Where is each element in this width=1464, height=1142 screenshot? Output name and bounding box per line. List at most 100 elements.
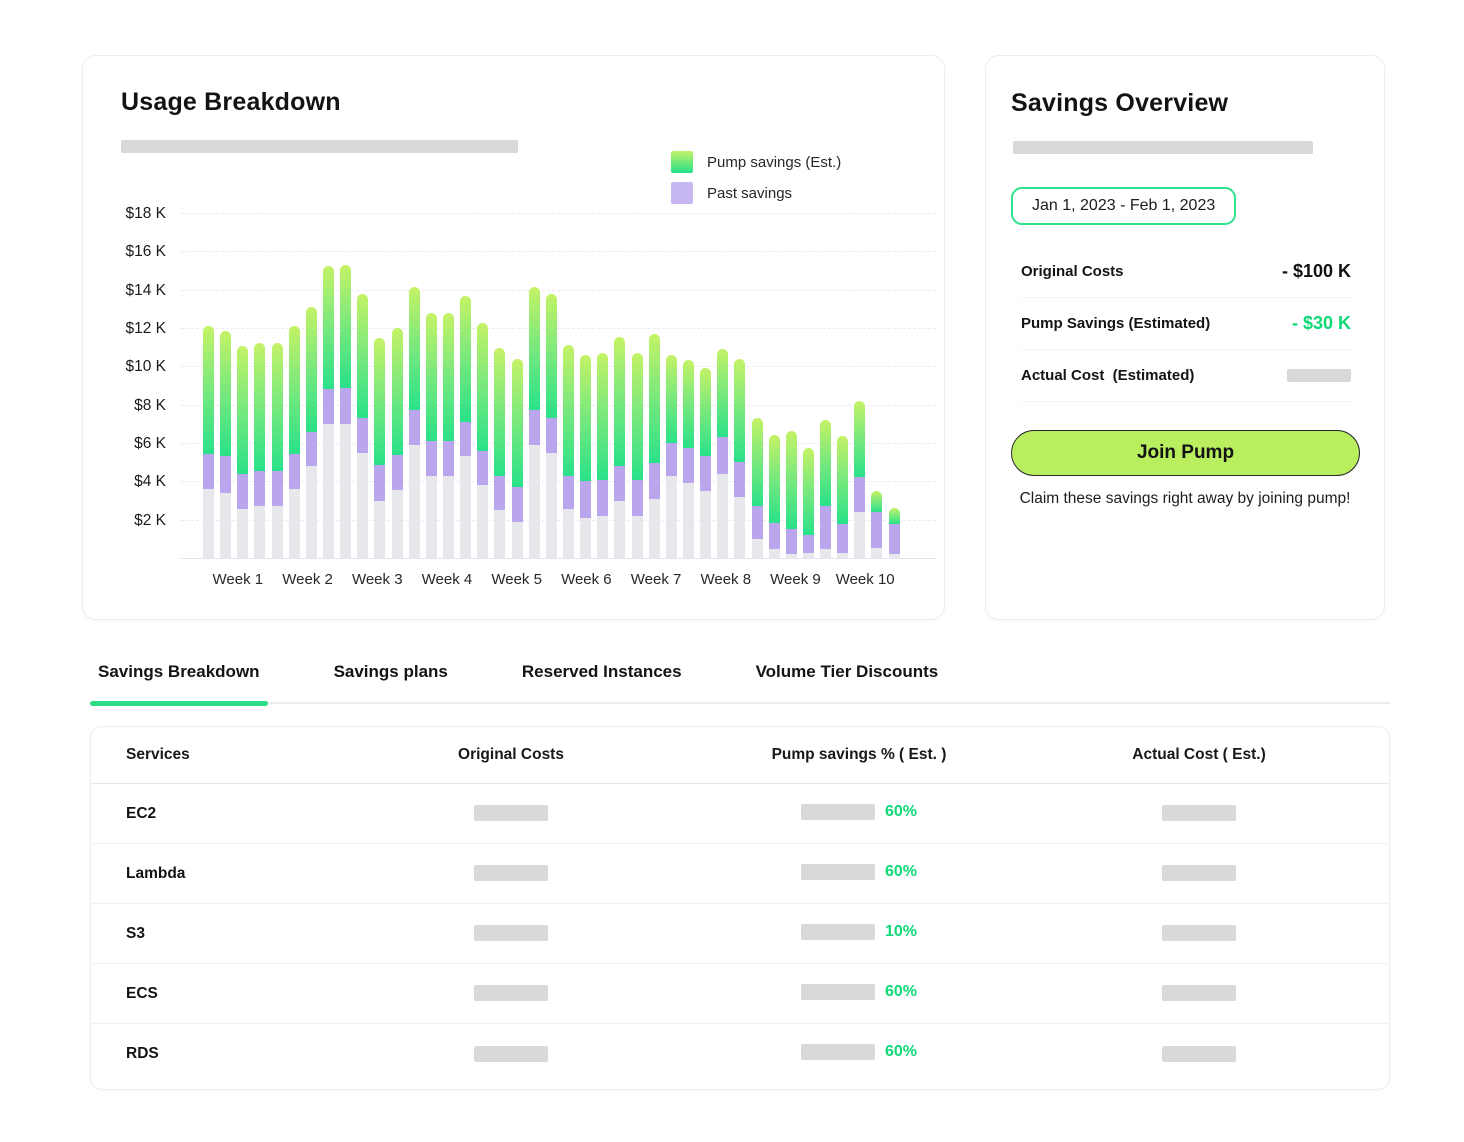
base-cost-segment <box>391 489 403 558</box>
pump-savings-segment <box>682 359 694 448</box>
pump-savings-cell: 60% <box>621 1043 1097 1065</box>
stacked-bar <box>854 400 866 558</box>
tab-savings-plans[interactable]: Savings plans <box>326 652 456 702</box>
past-savings-segment <box>717 437 729 474</box>
original-cost-placeholder-bar <box>474 865 548 882</box>
base-cost-segment <box>408 444 420 558</box>
gridline <box>181 519 936 521</box>
base-cost-segment <box>580 517 592 558</box>
pump-savings-percent: 60% <box>884 862 918 880</box>
pump-savings-segment <box>374 337 386 466</box>
tab-reserved-instances[interactable]: Reserved Instances <box>514 652 690 702</box>
stacked-bar <box>357 293 369 558</box>
table-row-ec2: EC2 60% <box>91 784 1389 844</box>
base-cost-segment <box>442 475 454 558</box>
tab-volume-tier-discounts[interactable]: Volume Tier Discounts <box>748 652 947 702</box>
base-cost-segment <box>220 492 232 558</box>
original-cost-placeholder-bar <box>474 925 548 942</box>
pump-savings-placeholder-bar <box>800 983 875 1000</box>
actual-cost-cell <box>1097 925 1301 943</box>
savings-row-label: Original Costs <box>1021 263 1124 280</box>
past-savings-segment <box>648 463 660 499</box>
legend-item-pump-savings-est: Pump savings (Est.) <box>671 151 841 173</box>
base-cost-segment <box>237 509 249 558</box>
usage-chart: $18 K $16 K $14 K $12 K $10 K $8 K $6 K $4 K $2 … <box>125 205 936 588</box>
pump-savings-segment <box>545 293 557 419</box>
table-header-actual-cost-est: Actual Cost ( Est.) <box>1132 746 1266 763</box>
pump-savings-value: 60% <box>800 982 918 1001</box>
pump-savings-segment <box>528 286 540 411</box>
service-name: RDS <box>126 1045 159 1062</box>
past-savings-segment <box>357 418 369 453</box>
past-savings-segment <box>340 388 352 424</box>
tab-savings-breakdown[interactable]: Savings Breakdown <box>90 652 268 706</box>
base-cost-segment <box>837 553 849 558</box>
past-savings-segment <box>477 450 489 486</box>
past-savings-segment <box>785 529 797 555</box>
original-cost-cell <box>401 865 621 883</box>
stacked-bar <box>837 436 849 558</box>
table-row-ecs: ECS 60% <box>91 964 1389 1024</box>
original-cost-cell <box>401 1045 621 1063</box>
past-savings-segment <box>425 441 437 476</box>
service-cell: EC2 <box>91 805 401 823</box>
pump-savings-value: 60% <box>800 862 918 881</box>
stacked-bar <box>562 345 574 558</box>
service-name: Lambda <box>126 864 186 882</box>
past-savings-segment <box>631 480 643 516</box>
chart-legend: Pump savings (Est.) Past savings <box>671 151 841 204</box>
original-cost-placeholder-bar <box>474 985 548 1002</box>
pump-savings-segment <box>288 326 300 454</box>
past-swatch <box>671 182 693 204</box>
pump-savings-segment <box>580 354 592 482</box>
legend-label: Past savings <box>707 184 793 202</box>
stacked-bar <box>820 420 832 558</box>
savings-value-placeholder-bar <box>1287 369 1351 382</box>
base-cost-segment <box>494 510 506 558</box>
pump-savings-segment <box>768 435 780 523</box>
past-savings-segment <box>580 481 592 518</box>
past-savings-segment <box>820 506 832 550</box>
date-range-chip[interactable]: Jan 1, 2023 - Feb 1, 2023 <box>1011 187 1237 225</box>
pump-savings-segment <box>305 306 317 432</box>
pump-savings-segment <box>408 286 420 411</box>
pump-savings-cell: 60% <box>621 803 1097 825</box>
y-tick-label: $14 K <box>125 281 166 299</box>
base-cost-segment <box>288 489 300 558</box>
y-tick-label: $10 K <box>125 358 166 376</box>
gridline <box>181 251 936 253</box>
pump-savings-segment <box>871 490 883 513</box>
savings-overview-title: Savings Overview <box>1011 89 1229 117</box>
pump-savings-segment <box>271 343 283 471</box>
stacked-bar <box>871 490 883 558</box>
stacked-bar <box>271 343 283 558</box>
past-savings-segment <box>700 456 712 491</box>
stacked-bar <box>580 354 592 558</box>
pump-savings-segment <box>837 436 849 525</box>
base-cost-segment <box>528 444 540 558</box>
past-savings-segment <box>460 421 472 457</box>
past-savings-segment <box>220 456 232 493</box>
stacked-bar <box>700 368 712 558</box>
pump-savings-percent: 60% <box>884 802 918 820</box>
pump-savings-value: 60% <box>800 802 918 821</box>
pump-savings-percent: 60% <box>884 982 918 1000</box>
pump-savings-segment <box>820 420 832 507</box>
join-pump-button[interactable]: Join Pump <box>1011 430 1360 476</box>
stacked-bar <box>597 352 609 558</box>
base-cost-segment <box>477 485 489 558</box>
table-row-lambda: Lambda 60% <box>91 844 1389 904</box>
pump-savings-cell: 10% <box>621 923 1097 945</box>
past-savings-segment <box>528 410 540 445</box>
week-label: Week 1 <box>212 571 264 588</box>
stacked-bar <box>614 336 626 558</box>
stacked-bar <box>665 354 677 558</box>
gridline <box>181 328 936 329</box>
original-cost-cell <box>401 805 621 823</box>
savings-row-original-costs: Original Costs - $100 K <box>1021 246 1351 298</box>
past-savings-segment <box>408 410 420 445</box>
pump-savings-segment <box>614 336 626 467</box>
savings-row-label: Pump Savings (Estimated) <box>1021 315 1211 332</box>
past-savings-segment <box>545 418 557 453</box>
